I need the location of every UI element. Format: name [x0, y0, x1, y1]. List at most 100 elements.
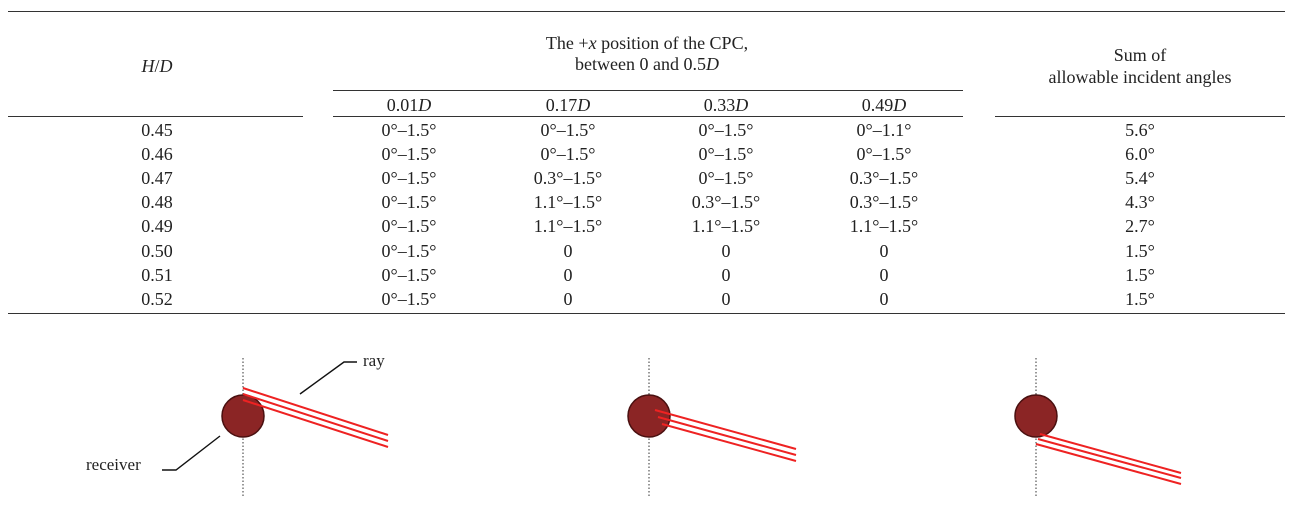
row-c4: 0	[879, 265, 889, 285]
subcol-4-var: D	[893, 95, 907, 115]
subcol-1-num: 0.01	[386, 95, 419, 115]
panel-3	[1014, 358, 1182, 497]
hd-d: D	[159, 56, 173, 76]
row-hd: 0.50	[141, 241, 173, 261]
ray-line	[242, 393, 389, 442]
header-cpc-line1: The +x position of the CPC,	[546, 32, 748, 54]
cpc-line2-pre: between 0 and 0.5	[575, 54, 706, 74]
table-bottom-rule	[8, 313, 1285, 314]
row-c2: 0°–1.5°	[540, 120, 596, 140]
ray-label: ray	[363, 351, 385, 370]
row-sum: 1.5°	[1125, 241, 1155, 261]
cpc-line1-var: x	[588, 33, 597, 53]
receiver-circle	[1014, 394, 1058, 438]
row-c3: 0°–1.5°	[698, 168, 754, 188]
header-rule-left	[8, 116, 303, 117]
receiver-circle	[627, 394, 671, 438]
row-c1: 0°–1.5°	[381, 241, 437, 261]
ray-line	[654, 409, 797, 450]
row-sum: 2.7°	[1125, 216, 1155, 236]
subcol-3-var: D	[735, 95, 749, 115]
row-c3: 0°–1.5°	[698, 120, 754, 140]
header-rule-right	[995, 116, 1285, 117]
header-hd: H/D	[141, 55, 172, 77]
row-c2: 0°–1.5°	[540, 144, 596, 164]
row-c3: 0.3°–1.5°	[691, 192, 761, 212]
row-sum: 4.3°	[1125, 192, 1155, 212]
receiver-circle	[221, 394, 265, 438]
row-c3: 0	[721, 289, 731, 309]
table-top-rule	[8, 11, 1285, 12]
ray-line	[661, 423, 797, 462]
header-sum-line2: allowable incident angles	[1048, 67, 1232, 87]
header-cpc-line2: between 0 and 0.5D	[575, 53, 719, 75]
row-c2: 1.1°–1.5°	[533, 192, 603, 212]
row-sum: 1.5°	[1125, 265, 1155, 285]
row-c4: 0	[879, 241, 889, 261]
ray-line	[1037, 438, 1182, 479]
ray-bundle	[242, 387, 389, 448]
row-c4: 0	[879, 289, 889, 309]
subcol-header-3: 0.33D	[704, 94, 749, 116]
panel-1: ray receiver	[86, 351, 389, 497]
row-hd: 0.52	[141, 289, 173, 309]
subcol-header-2: 0.17D	[546, 94, 591, 116]
subcol-header-4: 0.49D	[862, 94, 907, 116]
row-c2: 0	[563, 241, 573, 261]
row-c3: 1.1°–1.5°	[691, 216, 761, 236]
row-hd: 0.51	[141, 265, 173, 285]
row-c4: 1.1°–1.5°	[849, 216, 919, 236]
ray-line	[657, 416, 797, 456]
row-sum: 5.4°	[1125, 168, 1155, 188]
ray-line	[242, 399, 389, 448]
row-c1: 0°–1.5°	[381, 289, 437, 309]
ray-line	[242, 387, 389, 436]
ray-bundle	[654, 409, 797, 462]
cpc-group-rule	[333, 90, 963, 91]
row-sum: 6.0°	[1125, 144, 1155, 164]
receiver-leader-line	[162, 435, 221, 471]
hd-h: H	[141, 56, 155, 76]
row-c1: 0°–1.5°	[381, 265, 437, 285]
row-c1: 0°–1.5°	[381, 120, 437, 140]
receiver-label: receiver	[86, 455, 141, 474]
row-hd: 0.49	[141, 216, 173, 236]
row-sum: 1.5°	[1125, 289, 1155, 309]
cpc-line2-var: D	[705, 54, 719, 74]
row-c4: 0°–1.5°	[856, 144, 912, 164]
subcol-3-num: 0.33	[703, 95, 736, 115]
row-hd: 0.47	[141, 168, 173, 188]
row-c4: 0.3°–1.5°	[849, 168, 919, 188]
row-c4: 0.3°–1.5°	[849, 192, 919, 212]
row-c1: 0°–1.5°	[381, 144, 437, 164]
ray-line	[1035, 443, 1182, 485]
row-c4: 0°–1.1°	[856, 120, 912, 140]
header-sum-line1: Sum of	[1113, 45, 1167, 65]
subcol-2-num: 0.17	[545, 95, 578, 115]
subcol-header-1: 0.01D	[387, 94, 432, 116]
ray-leader-line	[299, 361, 357, 395]
subcol-2-var: D	[577, 95, 591, 115]
header-rule-mid	[333, 116, 963, 117]
hd-slash: /	[154, 56, 160, 76]
ray-line	[1039, 433, 1182, 474]
row-c3: 0	[721, 265, 731, 285]
row-c3: 0	[721, 241, 731, 261]
row-c2: 0	[563, 265, 573, 285]
row-hd: 0.48	[141, 192, 173, 212]
panel-2	[627, 358, 797, 497]
row-c1: 0°–1.5°	[381, 168, 437, 188]
row-c3: 0°–1.5°	[698, 144, 754, 164]
row-hd: 0.46	[141, 144, 173, 164]
row-c2: 0	[563, 289, 573, 309]
row-c2: 1.1°–1.5°	[533, 216, 603, 236]
cpc-line1-pre: The +	[545, 33, 589, 53]
subcol-4-num: 0.49	[861, 95, 894, 115]
row-c1: 0°–1.5°	[381, 216, 437, 236]
cpc-line1-post: position of the CPC,	[596, 33, 749, 53]
row-c1: 0°–1.5°	[381, 192, 437, 212]
row-sum: 5.6°	[1125, 120, 1155, 140]
row-hd: 0.45	[141, 120, 173, 140]
ray-bundle	[1035, 433, 1182, 485]
row-c2: 0.3°–1.5°	[533, 168, 603, 188]
